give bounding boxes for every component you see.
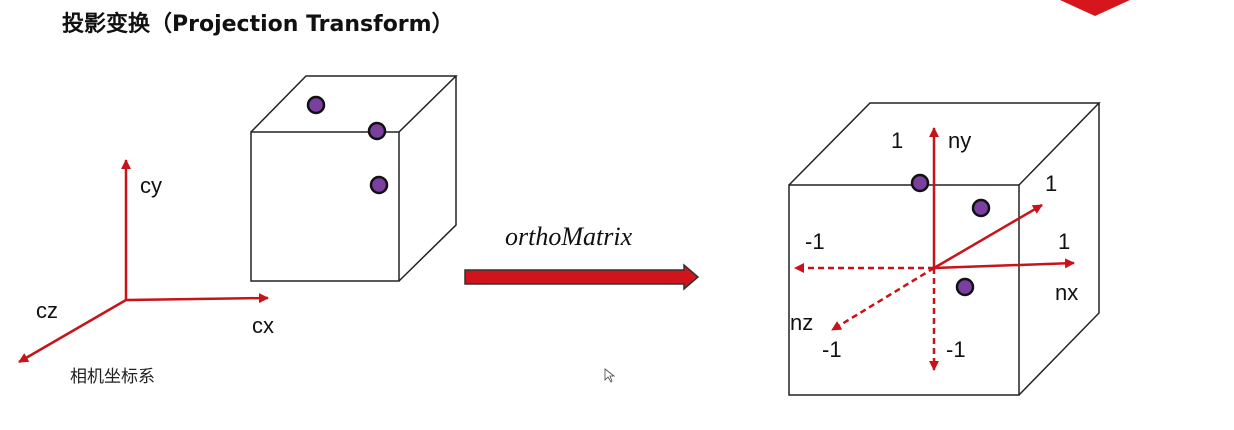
- ndc-x-neg-tick: -1: [805, 229, 825, 254]
- ndc-z-axis-positive: [933, 203, 1043, 270]
- camera-x-label: cx: [252, 313, 274, 338]
- camera-cube: [250, 75, 458, 282]
- transform-arrow: orthoMatrix: [464, 222, 700, 291]
- ndc-point: [971, 198, 991, 218]
- ndc-y-pos-tick: 1: [891, 128, 903, 153]
- camera-point: [369, 175, 389, 195]
- camera-axes: cy cx cz 相机坐标系: [18, 159, 274, 387]
- ndc-z-pos-tick: 1: [1045, 171, 1057, 196]
- camera-z-axis: [18, 298, 127, 364]
- camera-x-axis: [125, 293, 269, 304]
- ndc-z-neg-tick: -1: [822, 337, 842, 362]
- ndc-x-label: nx: [1055, 280, 1078, 305]
- camera-z-label: cz: [36, 298, 58, 323]
- ndc-point: [955, 277, 975, 297]
- ndc-points: [910, 173, 991, 297]
- camera-points: [306, 95, 389, 195]
- camera-point: [367, 121, 387, 141]
- ndc-z-axis: [831, 266, 935, 332]
- ndc-axes: [794, 127, 1075, 371]
- page-title: 投影变换（Projection Transform）: [62, 12, 454, 37]
- ndc-x-axis: [933, 258, 1075, 270]
- ndc-labels: ny nx nz 1 -1 1 -1 1 -1: [790, 128, 1078, 362]
- ndc-point: [910, 173, 930, 193]
- corner-decoration: [1060, 0, 1130, 16]
- mouse-cursor-icon: [604, 368, 616, 383]
- ndc-x-pos-tick: 1: [1058, 229, 1070, 254]
- camera-space-caption: 相机坐标系: [70, 367, 155, 387]
- ndc-z-label: nz: [790, 310, 813, 335]
- transform-label: orthoMatrix: [505, 222, 633, 251]
- camera-y-label: cy: [140, 173, 162, 198]
- ndc-cube: [788, 102, 1101, 396]
- camera-point: [306, 95, 326, 115]
- ndc-y-neg-tick: -1: [946, 337, 966, 362]
- ndc-y-label: ny: [948, 128, 971, 153]
